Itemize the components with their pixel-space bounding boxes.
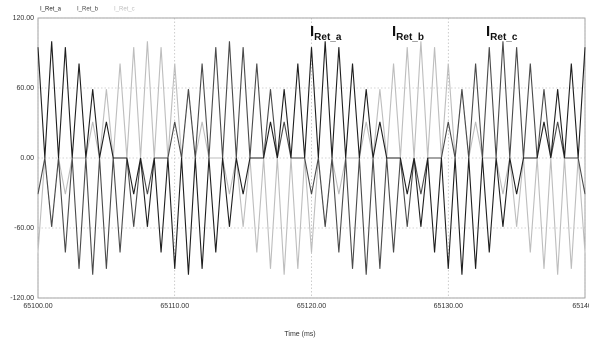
annotation: IRet_c bbox=[486, 23, 518, 43]
annotation-sub: Ret_a bbox=[314, 32, 342, 43]
annotation-main: I bbox=[392, 23, 396, 40]
series-line bbox=[37, 41, 586, 275]
annotation: IRet_b bbox=[392, 23, 424, 43]
y-tick-label: -60.00 bbox=[14, 225, 34, 232]
annotation: IRet_a bbox=[310, 23, 342, 43]
annotation-sub: Ret_b bbox=[396, 32, 424, 43]
x-tick-label: 65120.00 bbox=[297, 303, 326, 310]
x-axis-label: Time (ms) bbox=[284, 331, 315, 338]
annotation-sub: Ret_c bbox=[490, 32, 518, 43]
x-tick-label: 65130.00 bbox=[434, 303, 463, 310]
y-tick-label: 0.00 bbox=[20, 155, 34, 162]
annotation-main: I bbox=[486, 23, 490, 40]
series-line bbox=[37, 41, 586, 275]
annotation-main: I bbox=[310, 23, 314, 40]
x-tick-label: 65100.00 bbox=[23, 303, 52, 310]
legend-entry: I_Ret_c bbox=[114, 7, 135, 13]
y-tick-label: 120.00 bbox=[13, 15, 35, 22]
x-tick-label: 65140.0 bbox=[572, 303, 589, 310]
series-line bbox=[37, 41, 586, 275]
y-tick-label: -120.00 bbox=[10, 295, 34, 302]
legend-entry: I_Ret_b bbox=[77, 7, 99, 13]
x-tick-label: 65110.00 bbox=[160, 303, 189, 310]
legend-entry: I_Ret_a bbox=[40, 7, 62, 13]
y-tick-label: 60.00 bbox=[16, 85, 34, 92]
